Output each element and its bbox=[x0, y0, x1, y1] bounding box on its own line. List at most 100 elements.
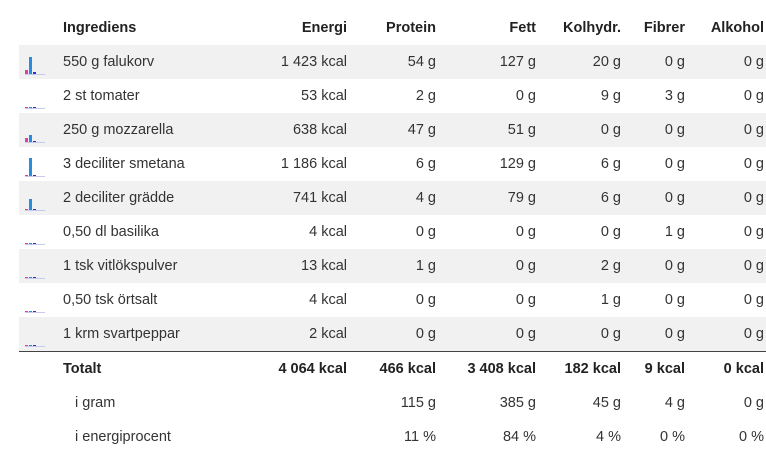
macro-mini-chart bbox=[19, 181, 55, 215]
cell-alkohol: 0 g bbox=[743, 156, 764, 172]
cell-energi: 1 186 kcal bbox=[280, 156, 347, 172]
macro-bars bbox=[25, 124, 45, 143]
cell-alkohol: 0 g bbox=[743, 224, 764, 240]
cell-protein: 47 g bbox=[355, 113, 444, 147]
macro-bars bbox=[25, 157, 45, 177]
cell-kolhydr: 6 g bbox=[544, 181, 629, 215]
cell-fett: 129 g bbox=[499, 156, 536, 172]
percent-protein: 11 % bbox=[404, 429, 436, 445]
ingredient-name: 550 g falukorv bbox=[55, 45, 239, 79]
cell-fett: 51 g bbox=[444, 113, 544, 147]
macro-mini-chart bbox=[19, 215, 55, 249]
cell-fibrer: 0 g bbox=[629, 181, 693, 215]
totals-energi: 4 064 kcal bbox=[278, 361, 347, 377]
cell-protein: 0 g bbox=[415, 224, 436, 240]
header-kolhydr: Kolhydr. bbox=[562, 20, 621, 36]
cell-protein: 4 g bbox=[355, 181, 444, 215]
macro-mini-chart bbox=[19, 249, 55, 283]
protein-bar bbox=[25, 208, 28, 210]
ingredient-name: 3 deciliter smetana bbox=[63, 156, 185, 172]
totals-spacer bbox=[19, 352, 55, 387]
cell-kolhydr: 1 g bbox=[600, 292, 621, 308]
macro-bars bbox=[25, 192, 45, 211]
header-ingrediens: Ingrediens bbox=[63, 20, 137, 36]
macro-mini-chart bbox=[19, 45, 55, 79]
grams-fett: 385 g bbox=[499, 395, 536, 411]
percent-energi bbox=[239, 420, 355, 454]
ingredient-name: 250 g mozzarella bbox=[55, 113, 239, 147]
grams-row: i gram 115 g 385 g 45 g 4 g 0 g bbox=[19, 386, 766, 420]
header-row: Ingrediens Energi Protein Fett Kolhydr. … bbox=[19, 11, 766, 45]
cell-kolhydr: 0 g bbox=[544, 113, 629, 147]
cell-alkohol: 0 g bbox=[693, 45, 766, 79]
carb-bar bbox=[33, 242, 36, 244]
cell-fibrer: 0 g bbox=[664, 292, 685, 308]
cell-protein: 1 g bbox=[355, 249, 444, 283]
cell-alkohol: 0 g bbox=[693, 249, 766, 283]
table-row: 3 deciliter smetana 1 186 kcal 6 g 129 g 6 g… bbox=[19, 147, 766, 181]
cell-fibrer: 0 g bbox=[629, 249, 693, 283]
percent-fibrer: 0 % bbox=[660, 429, 685, 445]
cell-energi: 13 kcal bbox=[239, 249, 355, 283]
totals-alkohol: 0 kcal bbox=[723, 361, 764, 377]
cell-fett: 127 g bbox=[444, 45, 544, 79]
cell-energi: 1 423 kcal bbox=[239, 45, 355, 79]
fat-bar bbox=[29, 157, 32, 176]
macro-bars bbox=[25, 328, 45, 347]
macro-bars bbox=[25, 260, 45, 279]
macro-mini-chart bbox=[19, 113, 55, 147]
ingredient-name: 0,50 tsk örtsalt bbox=[63, 292, 158, 308]
cell-protein: 0 g bbox=[355, 317, 444, 352]
macro-bars bbox=[25, 226, 45, 245]
macro-mini-chart bbox=[19, 147, 55, 181]
cell-kolhydr: 0 g bbox=[544, 317, 629, 352]
protein-bar bbox=[25, 69, 28, 74]
cell-protein: 6 g bbox=[415, 156, 436, 172]
protein-bar bbox=[25, 106, 28, 108]
macro-mini-chart bbox=[19, 79, 55, 113]
percent-alkohol: 0 % bbox=[739, 429, 764, 445]
cell-protein: 2 g bbox=[415, 88, 436, 104]
protein-bar bbox=[25, 276, 28, 278]
grams-alkohol: 0 g bbox=[743, 395, 764, 411]
cell-kolhydr: 2 g bbox=[544, 249, 629, 283]
carb-bar bbox=[33, 208, 36, 210]
totals-kolhydr: 182 kcal bbox=[564, 361, 621, 377]
cell-fett: 0 g bbox=[444, 317, 544, 352]
percent-spacer bbox=[19, 420, 55, 454]
totals-fibrer: 9 kcal bbox=[644, 361, 685, 377]
fat-bar bbox=[29, 106, 32, 108]
carb-bar bbox=[33, 344, 36, 346]
header-spacer bbox=[19, 11, 55, 45]
cell-energi: 2 kcal bbox=[239, 317, 355, 352]
totals-protein: 466 kcal bbox=[379, 361, 436, 377]
cell-energi: 741 kcal bbox=[239, 181, 355, 215]
cell-energi: 53 kcal bbox=[301, 88, 347, 104]
cell-energi: 638 kcal bbox=[239, 113, 355, 147]
cell-kolhydr: 6 g bbox=[600, 156, 621, 172]
grams-protein: 115 g bbox=[400, 395, 436, 411]
percent-kolhydr: 4 % bbox=[596, 429, 621, 445]
carb-bar bbox=[33, 174, 36, 176]
totals-label: Totalt bbox=[63, 361, 102, 377]
fat-bar bbox=[29, 276, 32, 278]
totals-fett: 3 408 kcal bbox=[467, 361, 536, 377]
carb-bar bbox=[33, 276, 36, 278]
macro-bars bbox=[25, 56, 45, 75]
grams-energi bbox=[239, 386, 355, 420]
grams-fibrer: 4 g bbox=[664, 395, 685, 411]
ingredient-name: 2 deciliter grädde bbox=[55, 181, 239, 215]
cell-kolhydr: 9 g bbox=[600, 88, 621, 104]
cell-fibrer: 0 g bbox=[629, 113, 693, 147]
ingredient-name: 2 st tomater bbox=[63, 88, 140, 104]
cell-alkohol: 0 g bbox=[743, 88, 764, 104]
header-fibrer: Fibrer bbox=[643, 20, 685, 36]
cell-fibrer: 0 g bbox=[629, 45, 693, 79]
fat-bar bbox=[29, 56, 32, 74]
macro-bars bbox=[25, 90, 45, 109]
nutrition-table: Ingrediens Energi Protein Fett Kolhydr. … bbox=[19, 11, 766, 454]
protein-bar bbox=[25, 344, 28, 346]
